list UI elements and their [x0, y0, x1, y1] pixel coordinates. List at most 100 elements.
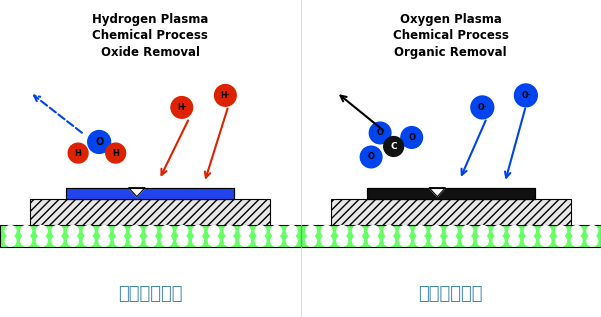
Circle shape: [368, 236, 379, 246]
Circle shape: [255, 225, 266, 236]
Text: Hydrogen Plasma
Chemical Process
Oxide Removal: Hydrogen Plasma Chemical Process Oxide R…: [92, 13, 209, 59]
Circle shape: [361, 146, 382, 168]
Circle shape: [161, 236, 172, 246]
Circle shape: [446, 225, 457, 236]
Circle shape: [305, 225, 316, 236]
Circle shape: [52, 236, 63, 246]
Circle shape: [305, 236, 316, 246]
Circle shape: [478, 236, 488, 246]
Circle shape: [430, 236, 441, 246]
Circle shape: [99, 225, 110, 236]
Circle shape: [352, 225, 363, 236]
Circle shape: [401, 127, 423, 148]
Circle shape: [83, 236, 94, 246]
Circle shape: [337, 225, 347, 236]
Text: C: C: [390, 142, 397, 151]
Text: H·: H·: [221, 91, 230, 100]
Circle shape: [67, 225, 78, 236]
Text: 化学清洗工艺: 化学清洗工艺: [118, 285, 183, 303]
Circle shape: [571, 236, 582, 246]
Circle shape: [20, 225, 31, 236]
Circle shape: [571, 225, 582, 236]
Circle shape: [415, 236, 426, 246]
Text: O: O: [368, 152, 374, 161]
Circle shape: [209, 236, 219, 246]
Circle shape: [240, 236, 251, 246]
Circle shape: [337, 236, 347, 246]
Text: O·: O·: [521, 91, 531, 100]
Text: Oxygen Plasma
Chemical Process
Organic Removal: Oxygen Plasma Chemical Process Organic R…: [393, 13, 508, 59]
Circle shape: [286, 236, 297, 246]
Circle shape: [37, 236, 47, 246]
Circle shape: [384, 225, 395, 236]
Circle shape: [99, 236, 110, 246]
Text: 化学清洗工艺: 化学清洗工艺: [418, 285, 483, 303]
Bar: [331, 199, 571, 225]
Circle shape: [462, 225, 473, 236]
Circle shape: [114, 225, 126, 236]
Circle shape: [171, 97, 193, 118]
Bar: [367, 188, 535, 199]
Circle shape: [255, 236, 266, 246]
Circle shape: [322, 225, 332, 236]
Circle shape: [67, 236, 78, 246]
Circle shape: [145, 236, 156, 246]
Circle shape: [88, 131, 111, 153]
Circle shape: [471, 96, 494, 119]
Circle shape: [369, 122, 391, 144]
Circle shape: [555, 225, 567, 236]
Bar: [30, 199, 270, 225]
Circle shape: [209, 225, 219, 236]
Circle shape: [5, 236, 16, 246]
Circle shape: [224, 236, 234, 246]
Text: O: O: [377, 128, 383, 138]
Circle shape: [540, 236, 551, 246]
Text: H: H: [75, 149, 82, 158]
Circle shape: [525, 236, 535, 246]
Circle shape: [587, 225, 597, 236]
Circle shape: [286, 225, 297, 236]
Circle shape: [240, 225, 251, 236]
Bar: [66, 188, 234, 199]
Circle shape: [368, 225, 379, 236]
Circle shape: [540, 225, 551, 236]
Circle shape: [555, 236, 567, 246]
Circle shape: [525, 225, 535, 236]
Circle shape: [478, 225, 488, 236]
Text: O: O: [95, 137, 103, 147]
Circle shape: [193, 236, 203, 246]
Circle shape: [145, 225, 156, 236]
Circle shape: [514, 84, 537, 107]
Circle shape: [383, 137, 404, 156]
Circle shape: [270, 236, 281, 246]
Circle shape: [215, 85, 236, 106]
Circle shape: [508, 225, 519, 236]
Circle shape: [430, 225, 441, 236]
Circle shape: [352, 236, 363, 246]
Circle shape: [130, 225, 141, 236]
Circle shape: [37, 225, 47, 236]
Circle shape: [20, 236, 31, 246]
Polygon shape: [129, 188, 145, 197]
Circle shape: [177, 236, 188, 246]
Circle shape: [69, 143, 88, 163]
Bar: [66, 188, 234, 199]
Circle shape: [177, 225, 188, 236]
Bar: [367, 188, 535, 199]
Circle shape: [400, 236, 410, 246]
Circle shape: [224, 225, 234, 236]
Circle shape: [508, 236, 519, 246]
Bar: [300, 225, 601, 247]
Circle shape: [322, 236, 332, 246]
Circle shape: [270, 225, 281, 236]
Circle shape: [114, 236, 126, 246]
Circle shape: [587, 236, 597, 246]
Circle shape: [384, 236, 395, 246]
Circle shape: [130, 236, 141, 246]
Circle shape: [5, 225, 16, 236]
Text: H: H: [112, 149, 119, 158]
Text: O·: O·: [478, 103, 487, 112]
Circle shape: [493, 225, 504, 236]
Circle shape: [193, 225, 203, 236]
Circle shape: [415, 225, 426, 236]
